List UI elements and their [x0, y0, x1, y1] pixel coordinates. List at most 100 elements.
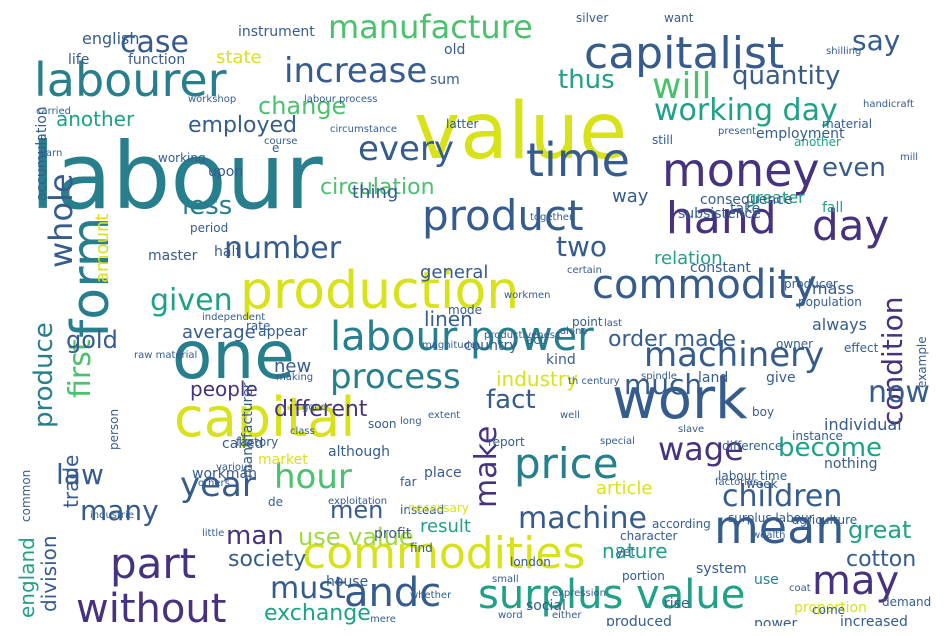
- cloud-word: number: [224, 231, 342, 266]
- cloud-word: machinery: [644, 335, 824, 375]
- cloud-word: amount: [92, 214, 113, 283]
- cloud-word: circumstance: [330, 124, 397, 135]
- cloud-word: year: [180, 465, 256, 505]
- cloud-word: house: [326, 574, 368, 590]
- cloud-word: want: [664, 11, 694, 25]
- cloud-word: function: [128, 52, 185, 68]
- cloud-word: de: [268, 495, 283, 509]
- cloud-word: manufacturer: [240, 382, 256, 478]
- cloud-word: raw material: [134, 350, 197, 361]
- cloud-word: make: [469, 426, 504, 508]
- cloud-word: without: [76, 586, 226, 626]
- cloud-word: article: [596, 478, 652, 499]
- cloud-word: whether: [410, 590, 452, 601]
- cloud-word: country: [464, 338, 518, 354]
- cloud-word: gold: [66, 326, 118, 354]
- cloud-word: common: [19, 470, 33, 522]
- cloud-word: circulation: [320, 175, 435, 200]
- cloud-word: increased: [840, 614, 908, 626]
- cloud-word: portion: [622, 569, 665, 583]
- cloud-word: labour power: [330, 314, 594, 360]
- cloud-word: place: [424, 465, 462, 481]
- cloud-word: extent: [428, 410, 460, 421]
- cloud-word: well: [560, 410, 580, 421]
- cloud-word: power: [754, 616, 798, 626]
- cloud-word: subsistence: [678, 206, 761, 222]
- cloud-word: rate: [246, 319, 270, 333]
- cloud-word: making: [276, 372, 313, 383]
- cloud-word: value: [414, 87, 627, 177]
- cloud-word: work: [612, 367, 748, 432]
- cloud-word: find: [410, 541, 433, 555]
- cloud-word: owner: [776, 337, 813, 351]
- cloud-word: silver: [576, 11, 608, 25]
- cloud-word: another: [794, 135, 841, 149]
- cloud-word: spindle: [641, 371, 677, 382]
- cloud-word: productiveness: [484, 330, 560, 341]
- cloud-word: present: [718, 126, 756, 137]
- cloud-word: course: [264, 136, 297, 147]
- cloud-word: day: [812, 201, 889, 250]
- cloud-word: man: [226, 521, 284, 551]
- cloud-word: average: [182, 322, 256, 343]
- cloud-word: soon: [368, 417, 397, 431]
- cloud-word: called: [222, 436, 264, 452]
- cloud-word: factories: [715, 477, 758, 488]
- cloud-word: hand: [666, 193, 777, 244]
- cloud-word: mill: [900, 152, 918, 163]
- cloud-word: result: [420, 516, 471, 537]
- cloud-word: law: [56, 458, 104, 491]
- cloud-word: wealth: [752, 530, 786, 541]
- cloud-word: fall: [822, 200, 843, 216]
- cloud-word: now: [868, 375, 930, 410]
- cloud-word: instance: [792, 429, 843, 443]
- cloud-word: demand: [882, 595, 931, 609]
- cloud-word: alone: [560, 326, 588, 337]
- cloud-word: two: [556, 230, 607, 263]
- cloud-word: different: [274, 397, 368, 422]
- cloud-word: condition: [876, 297, 909, 426]
- cloud-word: employed: [188, 113, 297, 138]
- cloud-word: machine: [518, 501, 647, 536]
- cloud-word: one: [172, 317, 295, 394]
- cloud-word: cotton: [846, 547, 916, 572]
- cloud-word: week: [746, 477, 778, 491]
- cloud-word: commodity: [592, 262, 817, 308]
- cloud-word: say: [852, 24, 900, 57]
- cloud-word: good: [302, 402, 327, 413]
- cloud-word: certain: [567, 265, 602, 276]
- cloud-word: mode: [448, 303, 482, 317]
- cloud-word: children: [722, 479, 842, 514]
- cloud-word: special: [600, 436, 635, 447]
- cloud-word: industrie: [90, 510, 134, 521]
- cloud-word: person: [107, 409, 121, 450]
- cloud-word: london: [510, 555, 551, 569]
- cloud-word: use value: [298, 523, 414, 551]
- cloud-word: thing: [352, 182, 398, 203]
- cloud-word: use: [754, 572, 779, 588]
- cloud-word: people: [190, 377, 258, 401]
- cloud-word: greater: [746, 188, 805, 207]
- cloud-word: increase: [284, 51, 427, 91]
- cloud-word: handicraft: [863, 99, 914, 110]
- cloud-word: expression: [552, 588, 606, 599]
- cloud-word: change: [258, 92, 346, 120]
- cloud-word: case: [120, 25, 189, 60]
- cloud-word: period: [190, 221, 228, 235]
- cloud-word: yarn: [40, 148, 62, 159]
- cloud-word: will: [652, 66, 711, 107]
- cloud-word: great: [848, 516, 911, 544]
- cloud-word: carried: [36, 106, 71, 117]
- cloud-word: long: [400, 416, 422, 427]
- cloud-word: although: [328, 444, 390, 460]
- cloud-word: various: [216, 462, 253, 473]
- cloud-word: either: [552, 610, 582, 621]
- cloud-word: fact: [486, 385, 536, 415]
- cloud-word: agriculture: [792, 513, 857, 527]
- cloud-word: last: [604, 318, 622, 329]
- cloud-word: less: [182, 191, 232, 221]
- cloud-word: wage: [658, 430, 744, 468]
- cloud-word: labour time: [718, 469, 787, 483]
- cloud-word: first: [63, 339, 98, 398]
- cloud-word: even: [822, 153, 886, 183]
